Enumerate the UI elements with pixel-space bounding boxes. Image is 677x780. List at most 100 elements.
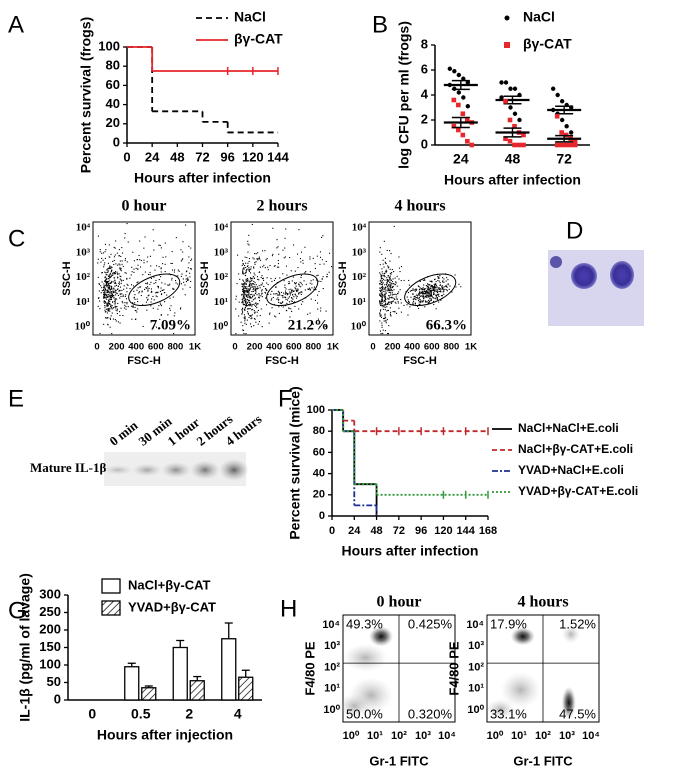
event: [152, 295, 154, 297]
legend-swatch: [101, 600, 121, 616]
event: [384, 301, 386, 303]
event: [442, 281, 444, 283]
x-tick-label: 10¹: [511, 730, 527, 742]
event: [244, 291, 246, 293]
event: [425, 291, 427, 293]
event: [414, 302, 416, 304]
event: [256, 307, 258, 309]
event: [253, 325, 255, 327]
event: [435, 288, 437, 290]
event: [392, 301, 394, 303]
event: [433, 297, 435, 299]
data-point: [499, 95, 504, 100]
event: [106, 278, 108, 280]
event: [277, 263, 279, 265]
event: [155, 291, 157, 293]
event: [433, 287, 435, 289]
data-point: [461, 95, 466, 100]
event: [181, 259, 183, 261]
event: [137, 308, 139, 310]
event: [108, 294, 110, 296]
x-tick-label: 0: [329, 525, 335, 537]
x-tick-label: 144: [457, 525, 476, 537]
x-tick-label: 10¹: [367, 730, 383, 742]
event: [246, 289, 248, 291]
event: [132, 285, 134, 287]
event: [242, 269, 244, 271]
event: [104, 280, 106, 282]
event: [392, 283, 394, 285]
event: [109, 265, 111, 267]
event: [256, 294, 258, 296]
event: [248, 258, 250, 260]
event: [423, 298, 425, 300]
event: [118, 249, 120, 251]
event: [320, 307, 322, 309]
event: [143, 262, 145, 264]
event: [245, 287, 247, 289]
event: [390, 289, 392, 291]
event: [245, 262, 247, 264]
event: [255, 290, 257, 292]
data-point: [516, 142, 522, 148]
event: [418, 301, 420, 303]
data-point: [507, 117, 513, 123]
data-point: [563, 142, 569, 148]
event: [400, 280, 402, 282]
event: [385, 271, 387, 273]
event: [445, 280, 447, 282]
event: [144, 271, 146, 273]
event: [111, 270, 113, 272]
x-axis-label: FSC-H: [127, 355, 161, 367]
event: [134, 306, 136, 308]
event: [284, 247, 286, 249]
event: [427, 299, 429, 301]
event: [251, 293, 253, 295]
panel-letter: A: [8, 11, 24, 38]
event: [387, 275, 389, 277]
event: [298, 308, 300, 310]
event: [117, 321, 119, 323]
event: [103, 292, 105, 294]
event: [381, 277, 383, 279]
event: [121, 289, 123, 291]
event: [439, 299, 441, 301]
event: [423, 295, 425, 297]
event: [385, 283, 387, 285]
event: [432, 297, 434, 299]
event: [435, 295, 437, 297]
event: [434, 291, 436, 293]
blot-band: [190, 460, 220, 480]
event: [160, 268, 162, 270]
x-axis-label: Gr-1 FITC: [513, 753, 573, 768]
event: [430, 293, 432, 295]
event: [253, 277, 255, 279]
event: [115, 292, 117, 294]
event: [379, 251, 381, 253]
event: [177, 283, 179, 285]
event: [304, 289, 306, 291]
event: [286, 292, 288, 294]
event: [134, 298, 136, 300]
event: [287, 297, 289, 299]
event: [249, 302, 251, 304]
event: [152, 229, 154, 231]
event: [301, 303, 303, 305]
data-point: [559, 142, 564, 148]
event: [126, 287, 128, 289]
event: [385, 289, 387, 291]
event: [242, 308, 244, 310]
event: [267, 266, 269, 268]
event: [287, 293, 289, 295]
y-tick-label: 0: [113, 134, 120, 149]
event: [261, 290, 263, 292]
event: [436, 292, 438, 294]
event: [251, 284, 253, 286]
event: [436, 286, 438, 288]
event: [242, 262, 244, 264]
event: [304, 272, 306, 274]
event: [316, 275, 318, 277]
event: [111, 295, 113, 297]
event: [122, 302, 124, 304]
